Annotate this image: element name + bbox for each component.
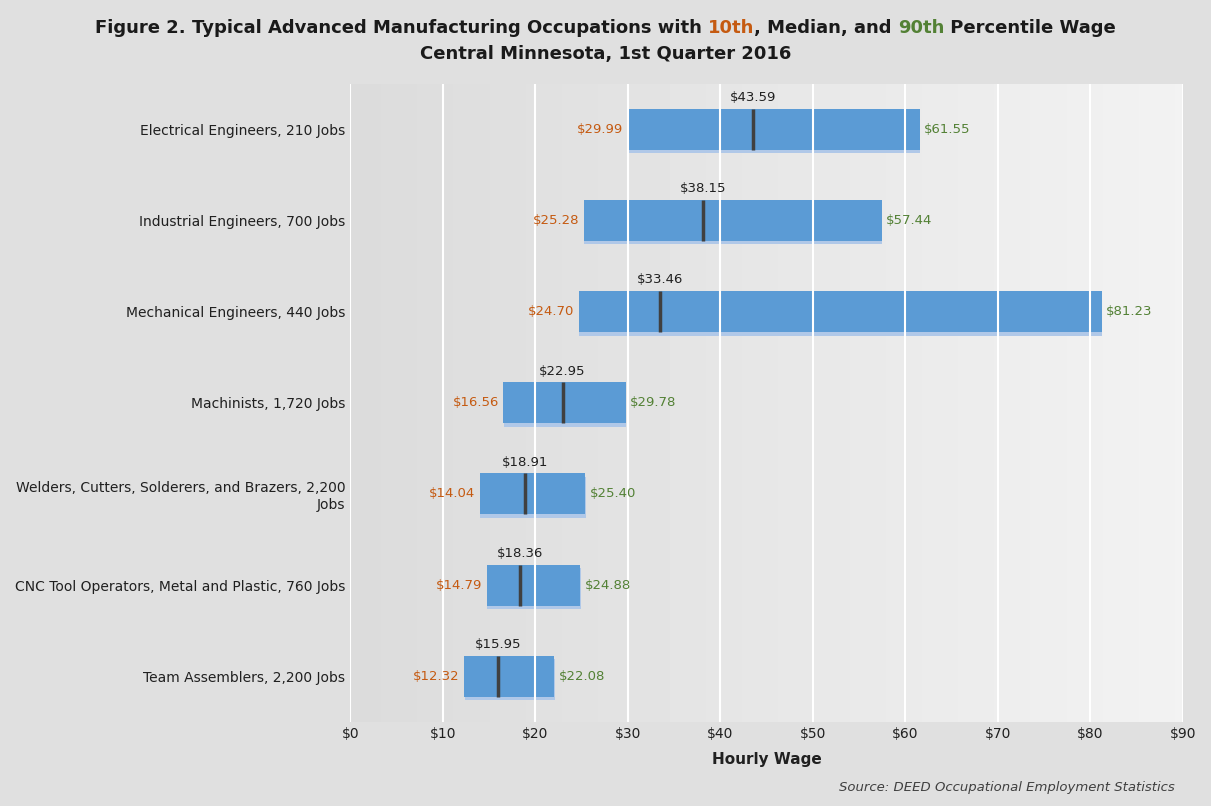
Bar (579, 291, 1102, 332)
Text: 90th: 90th (899, 19, 945, 37)
Text: 10th: 10th (708, 19, 754, 37)
Bar (481, 477, 586, 518)
Bar (579, 295, 1102, 335)
Text: $16.56: $16.56 (453, 397, 499, 409)
Text: $81.23: $81.23 (1107, 305, 1153, 318)
Bar (487, 564, 580, 605)
Text: $15.95: $15.95 (475, 638, 521, 651)
Text: Typical Advanced Manufacturing Occupations with: Typical Advanced Manufacturing Occupatio… (191, 19, 708, 37)
Text: $29.78: $29.78 (631, 397, 677, 409)
Bar (487, 568, 581, 609)
Bar (504, 382, 626, 423)
Text: $12.32: $12.32 (413, 670, 459, 683)
Bar (584, 200, 882, 241)
Bar (504, 386, 626, 427)
Text: $24.88: $24.88 (585, 579, 631, 592)
Text: $14.04: $14.04 (429, 488, 476, 501)
Text: $25.40: $25.40 (590, 488, 636, 501)
Bar (585, 203, 882, 244)
Text: $33.46: $33.46 (637, 273, 683, 286)
Bar (629, 112, 920, 153)
Text: Percentile Wage: Percentile Wage (945, 19, 1117, 37)
Text: $14.79: $14.79 (436, 579, 482, 592)
Text: Source: DEED Occupational Employment Statistics: Source: DEED Occupational Employment Sta… (839, 781, 1175, 794)
Text: $43.59: $43.59 (730, 91, 776, 104)
Bar (627, 109, 919, 150)
Text: $18.36: $18.36 (497, 547, 544, 560)
Text: $38.15: $38.15 (679, 182, 727, 195)
Text: Central Minnesota, 1st Quarter 2016: Central Minnesota, 1st Quarter 2016 (420, 45, 791, 63)
Text: $18.91: $18.91 (503, 455, 549, 469)
Text: Figure 2.: Figure 2. (94, 19, 191, 37)
Bar (464, 656, 555, 696)
Text: $61.55: $61.55 (924, 123, 971, 135)
Text: $25.28: $25.28 (533, 214, 579, 226)
Bar (465, 659, 555, 700)
Text: $24.70: $24.70 (528, 305, 574, 318)
X-axis label: Hourly Wage: Hourly Wage (712, 752, 821, 767)
Text: $22.95: $22.95 (539, 364, 586, 377)
Text: , Median, and: , Median, and (754, 19, 899, 37)
Text: $29.99: $29.99 (576, 123, 622, 135)
Bar (480, 473, 585, 514)
Text: $22.08: $22.08 (559, 670, 606, 683)
Text: $57.44: $57.44 (886, 214, 932, 226)
